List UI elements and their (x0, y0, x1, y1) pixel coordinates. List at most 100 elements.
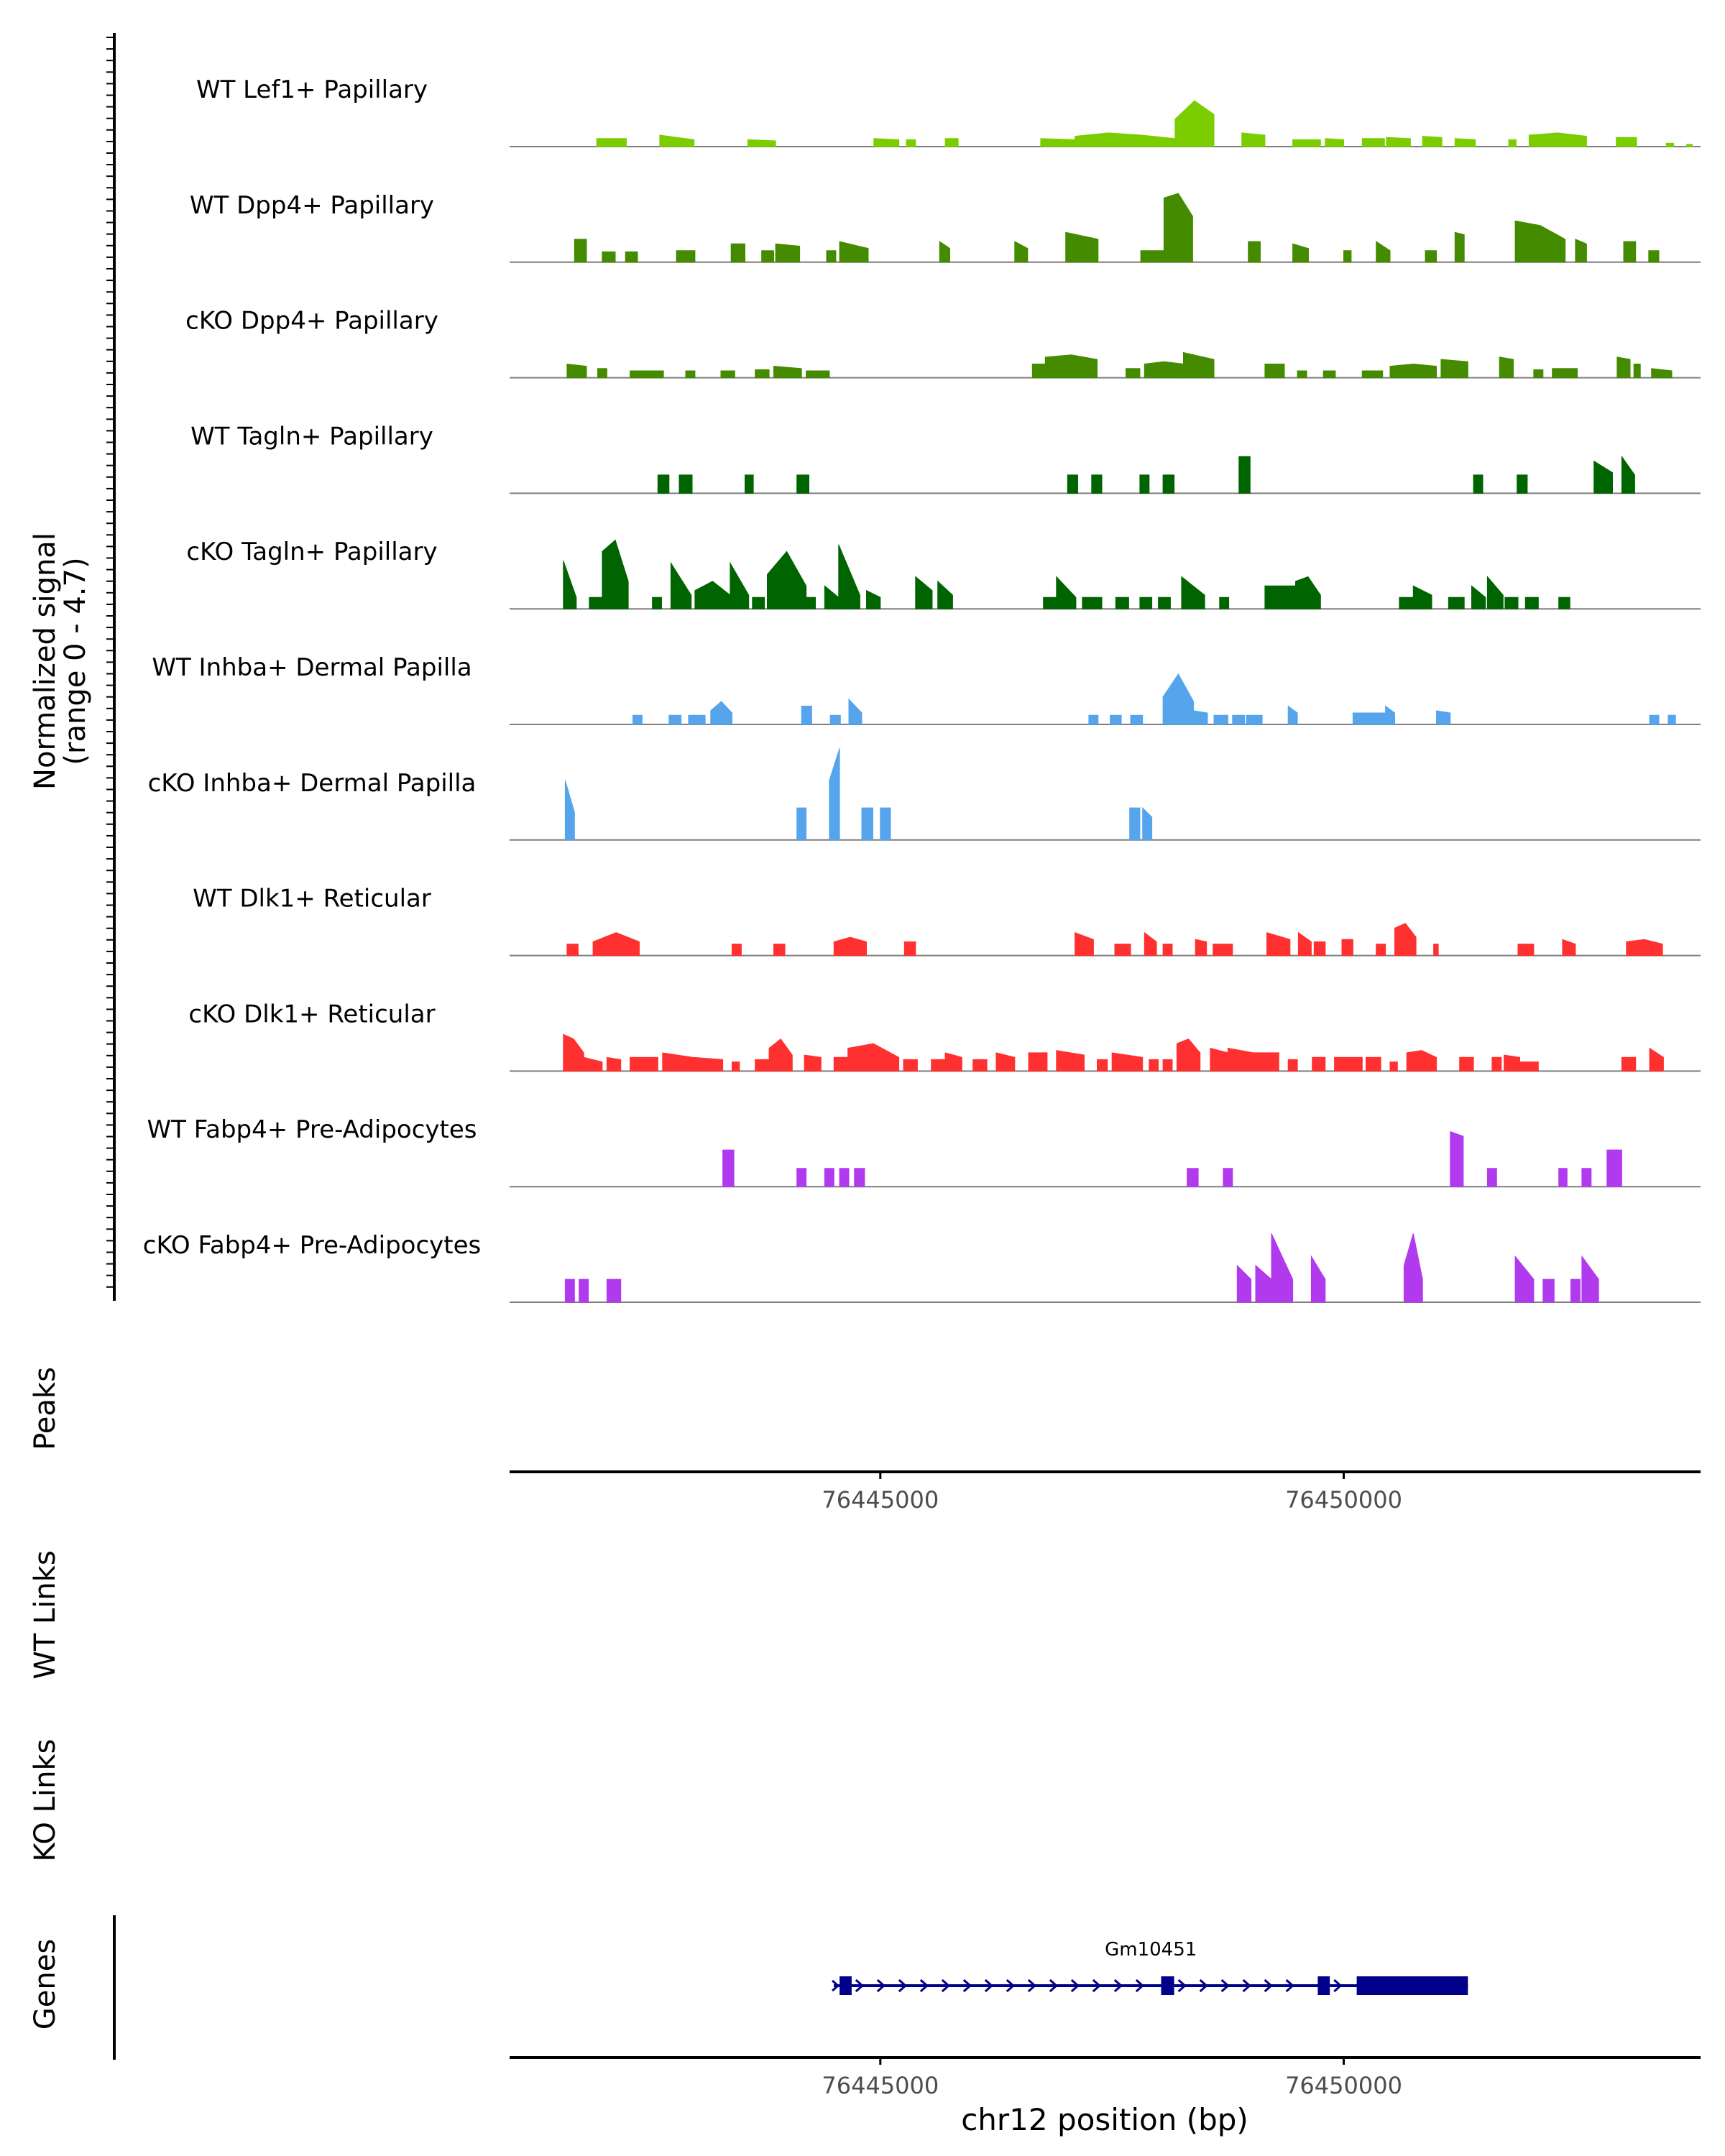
coverage-area (1238, 456, 1251, 494)
coverage-area (1264, 364, 1285, 379)
coverage-area (1649, 714, 1660, 725)
coverage-area (1504, 596, 1519, 609)
coverage-area (722, 1149, 735, 1187)
strand-arrow-icon (1006, 1978, 1016, 1993)
x-axis-title: chr12 position (bp) (961, 2102, 1248, 2137)
signal-ylabel-line1: Normalized signal (29, 533, 62, 790)
coverage-area (583, 1056, 603, 1072)
coverage-area (1504, 1054, 1520, 1072)
coverage-area (657, 474, 670, 494)
coverage-area (1562, 939, 1576, 957)
coverage-area (602, 539, 629, 609)
coverage-area (592, 932, 640, 957)
x-tick-label: 76450000 (1285, 2072, 1402, 2099)
track-label: cKO Dpp4+ Papillary (185, 307, 438, 336)
coverage-area (1626, 939, 1663, 957)
coverage-area (720, 370, 735, 379)
coverage-area (775, 243, 801, 263)
coverage-area (1014, 241, 1029, 263)
coverage-area (1389, 363, 1437, 379)
track-label: WT Lef1+ Papillary (196, 75, 428, 104)
track-6: cKO Inhba+ Dermal Papilla (148, 747, 1701, 841)
track-4: cKO Tagln+ Papillary (186, 538, 1701, 610)
coverage-area (773, 366, 802, 379)
coverage-area (1406, 1050, 1437, 1072)
coverage-area (1514, 220, 1566, 263)
x-tick-label: 76450000 (1285, 1486, 1402, 1514)
coverage-area (632, 714, 643, 725)
coverage-area (796, 807, 807, 841)
coverage-area (1075, 931, 1094, 957)
coverage-area (1056, 576, 1077, 609)
coverage-area (944, 138, 959, 147)
coverage-area (1075, 132, 1176, 147)
coverage-area (1287, 705, 1298, 725)
coverage-area (1219, 596, 1230, 609)
coverage-area (662, 1052, 724, 1072)
coverage-area (1163, 193, 1193, 263)
coverage-area (1519, 1061, 1539, 1072)
coverage-area (1287, 1059, 1298, 1072)
coverage-area (1575, 239, 1587, 263)
coverage-area (1616, 356, 1631, 379)
track-label: cKO Tagln+ Papillary (186, 538, 437, 566)
coverage-area (1558, 1168, 1568, 1187)
track-10: cKO Fabp4+ Pre-Adipocytes (143, 1231, 1701, 1303)
coverage-area (801, 706, 812, 725)
coverage-area (566, 363, 587, 379)
coverage-area (564, 1279, 575, 1303)
coverage-area (1403, 1233, 1423, 1303)
coverage-area (1241, 132, 1266, 147)
strand-arrow-icon (1070, 1978, 1080, 1993)
coverage-area (694, 581, 731, 609)
coverage-area (1486, 576, 1504, 609)
coverage-area (1162, 673, 1195, 725)
coverage-area (652, 596, 662, 609)
coverage-area (730, 243, 745, 263)
coverage-area (1389, 1061, 1398, 1072)
track-2: cKO Dpp4+ Papillary (185, 307, 1701, 379)
coverage-area (1111, 1052, 1144, 1072)
coverage-area (678, 474, 693, 494)
coverage-area (1149, 1059, 1159, 1072)
coverage-area (1514, 1255, 1535, 1303)
coverage-area (1433, 944, 1439, 957)
coverage-area (839, 241, 869, 263)
coverage-area (1334, 1056, 1363, 1072)
coverage-area (1195, 939, 1208, 957)
coverage-area (1552, 368, 1578, 379)
coverage-area (1040, 138, 1076, 147)
strand-arrow-icon (1049, 1978, 1059, 1993)
coverage-area (1616, 137, 1637, 147)
peaks-x-ticks: 76445000 76450000 (822, 1472, 1402, 1514)
coverage-area (1292, 243, 1309, 263)
coverage-area (1361, 138, 1385, 147)
coverage-area (1459, 1056, 1474, 1072)
coverage-area (1140, 250, 1164, 263)
coverage-area (752, 596, 765, 609)
coverage-area (848, 698, 862, 725)
track-label: WT Dpp4+ Papillary (190, 191, 434, 220)
strand-arrow-icon (984, 1978, 994, 1993)
coverage-area (861, 807, 873, 841)
strand-arrow-icon (876, 1978, 886, 1993)
coverage-area (597, 368, 607, 379)
coverage-area (1142, 806, 1153, 841)
signal-axis-ticks (106, 37, 114, 1288)
coverage-area (1043, 596, 1057, 609)
coverage-area (688, 714, 706, 725)
coverage-area (824, 1168, 834, 1187)
coverage-area (1376, 944, 1386, 957)
coverage-area (903, 941, 916, 957)
coverage-area (1266, 932, 1291, 957)
coverage-area (1067, 474, 1078, 494)
track-3: WT Tagln+ Papillary (190, 422, 1701, 494)
coverage-area (1450, 1130, 1464, 1187)
coverage-area (1144, 931, 1157, 957)
coverage-area (1082, 596, 1103, 609)
coverage-area (931, 1059, 946, 1072)
coverage-area (1486, 1168, 1497, 1187)
coverage-area (1491, 1056, 1502, 1072)
coverage-area (1130, 714, 1144, 725)
coverage-area (1139, 474, 1150, 494)
